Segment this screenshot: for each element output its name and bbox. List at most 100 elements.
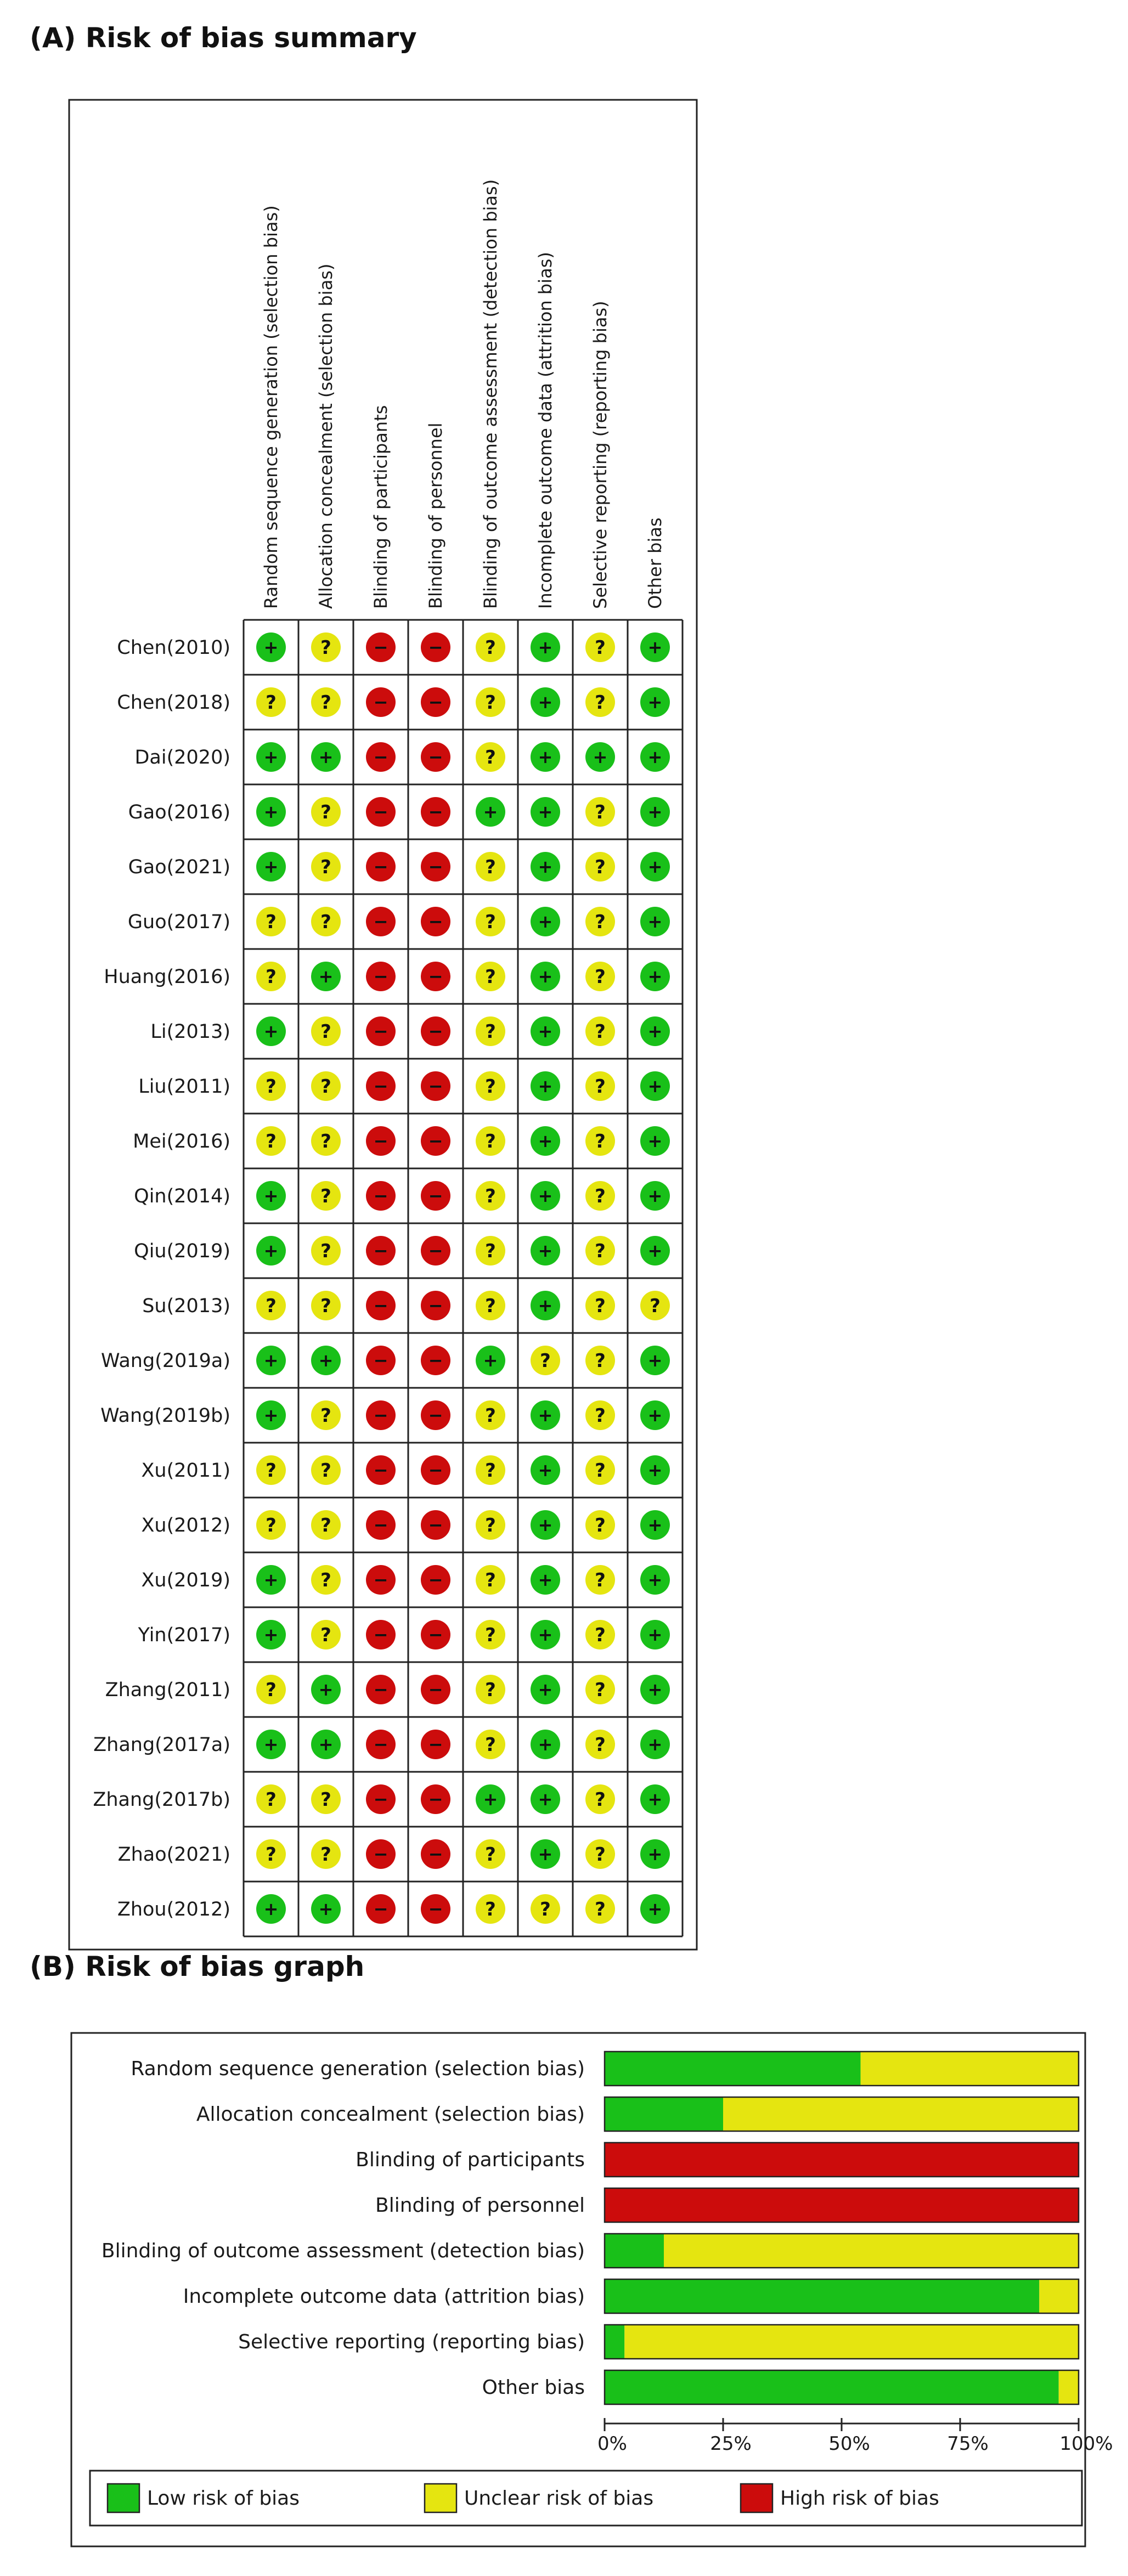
- rating-symbol: ?: [320, 637, 331, 659]
- rating-unclear-circle: [585, 1181, 615, 1211]
- rating-symbol: ?: [595, 801, 606, 823]
- rating-high-circle: [421, 907, 450, 936]
- rating-low-circle: [531, 797, 560, 827]
- rating-unclear-circle: [476, 852, 505, 882]
- rating-symbol: ?: [320, 1021, 331, 1043]
- rating-unclear-circle: [585, 1675, 615, 1704]
- rating-low-circle: [256, 1400, 286, 1430]
- rating-symbol: +: [538, 1515, 553, 1535]
- rating-symbol: +: [538, 966, 553, 987]
- bar-segment: [1058, 2370, 1079, 2404]
- rating-low-circle: [640, 1126, 670, 1156]
- rating-symbol: +: [648, 1405, 663, 1426]
- study-label: Zhang(2017b): [93, 1789, 230, 1811]
- rating-high-circle: [421, 1236, 450, 1266]
- rating-symbol: ?: [320, 1789, 331, 1811]
- rating-symbol: −: [374, 1295, 388, 1316]
- rating-unclear-circle: [585, 1346, 615, 1375]
- rating-unclear-circle: [476, 1620, 505, 1649]
- bar-outline: [604, 2233, 1080, 2269]
- rating-unclear-circle: [311, 797, 341, 827]
- bar-outline: [604, 2324, 1080, 2360]
- rating-symbol: ?: [320, 1131, 331, 1153]
- bar-category-label: Blinding of outcome assessment (detectio…: [101, 2240, 585, 2262]
- rating-symbol: ?: [595, 1460, 606, 1482]
- rating-high-circle: [366, 962, 396, 991]
- rating-low-circle: [531, 632, 560, 662]
- rating-unclear-circle: [585, 1510, 615, 1540]
- rating-unclear-circle: [311, 1400, 341, 1430]
- rating-symbol: ?: [266, 911, 277, 933]
- rating-high-circle: [366, 907, 396, 936]
- rating-low-circle: [640, 852, 670, 882]
- rating-symbol: ?: [595, 1076, 606, 1098]
- rating-unclear-circle: [585, 852, 615, 882]
- rating-symbol: +: [319, 1734, 334, 1755]
- study-label: Gao(2016): [128, 801, 230, 823]
- rating-symbol: +: [264, 1624, 279, 1645]
- rating-symbol: ?: [485, 747, 496, 769]
- rating-symbol: ?: [595, 1899, 606, 1920]
- rating-low-circle: [640, 962, 670, 991]
- rating-symbol: +: [648, 1789, 663, 1810]
- rating-symbol: ?: [320, 801, 331, 823]
- rating-symbol: −: [374, 1460, 388, 1481]
- rating-symbol: +: [538, 1185, 553, 1206]
- rating-symbol: −: [374, 1789, 388, 1810]
- rating-unclear-circle: [311, 1510, 341, 1540]
- rating-symbol: ?: [320, 1076, 331, 1098]
- rating-low-circle: [311, 1730, 341, 1759]
- rating-unclear-circle: [476, 1400, 505, 1430]
- rating-symbol: +: [648, 1460, 663, 1481]
- rating-unclear-circle: [311, 687, 341, 717]
- rating-symbol: +: [648, 1624, 663, 1645]
- rating-symbol: +: [483, 1350, 498, 1371]
- rating-unclear-circle: [311, 1126, 341, 1156]
- rating-low-circle: [531, 1510, 560, 1540]
- rating-low-circle: [531, 1400, 560, 1430]
- rating-unclear-circle: [585, 1565, 615, 1595]
- legend-label: Unclear risk of bias: [464, 2487, 653, 2510]
- summary-frame: [68, 99, 698, 1951]
- rating-high-circle: [366, 1620, 396, 1649]
- bar-segment: [605, 2370, 1059, 2404]
- rating-low-circle: [256, 852, 286, 882]
- rating-symbol: +: [319, 1899, 334, 1919]
- rating-symbol: −: [428, 966, 443, 987]
- rating-low-circle: [531, 1181, 560, 1211]
- rating-low-circle: [640, 1346, 670, 1375]
- rating-unclear-circle: [476, 1126, 505, 1156]
- rating-symbol: −: [374, 747, 388, 767]
- rating-high-circle: [421, 962, 450, 991]
- rating-symbol: −: [374, 911, 388, 932]
- rating-unclear-circle: [585, 1784, 615, 1814]
- study-label: Xu(2011): [141, 1460, 230, 1482]
- rating-unclear-circle: [256, 1455, 286, 1485]
- rating-symbol: −: [374, 1899, 388, 1919]
- column-header: Selective reporting (reporting bias): [590, 301, 611, 609]
- bar-segment: [605, 2279, 1040, 2313]
- bar-category-label: Incomplete outcome data (attrition bias): [183, 2285, 585, 2308]
- rating-symbol: −: [428, 1679, 443, 1700]
- study-label: Liu(2011): [138, 1076, 230, 1098]
- study-label: Su(2013): [142, 1295, 230, 1317]
- rating-low-circle: [640, 1455, 670, 1485]
- rating-symbol: −: [428, 637, 443, 658]
- study-label: Dai(2020): [134, 747, 230, 769]
- bar-segment: [605, 2188, 1079, 2222]
- rating-symbol: ?: [320, 856, 331, 878]
- rating-unclear-circle: [476, 1675, 505, 1704]
- rating-symbol: ?: [485, 1240, 496, 1262]
- bar-category-label: Selective reporting (reporting bias): [238, 2331, 585, 2353]
- rating-symbol: ?: [485, 637, 496, 659]
- bar-category-label: Allocation concealment (selection bias): [196, 2103, 585, 2126]
- rating-symbol: ?: [485, 1624, 496, 1646]
- rating-symbol: +: [264, 1021, 279, 1042]
- rating-symbol: ?: [485, 1899, 496, 1920]
- bar-segment: [605, 2234, 664, 2268]
- study-label: Qiu(2019): [134, 1240, 230, 1262]
- rating-symbol: +: [319, 1679, 334, 1700]
- rating-symbol: −: [374, 1624, 388, 1645]
- rating-symbol: +: [593, 747, 608, 767]
- rating-symbol: +: [538, 1131, 553, 1151]
